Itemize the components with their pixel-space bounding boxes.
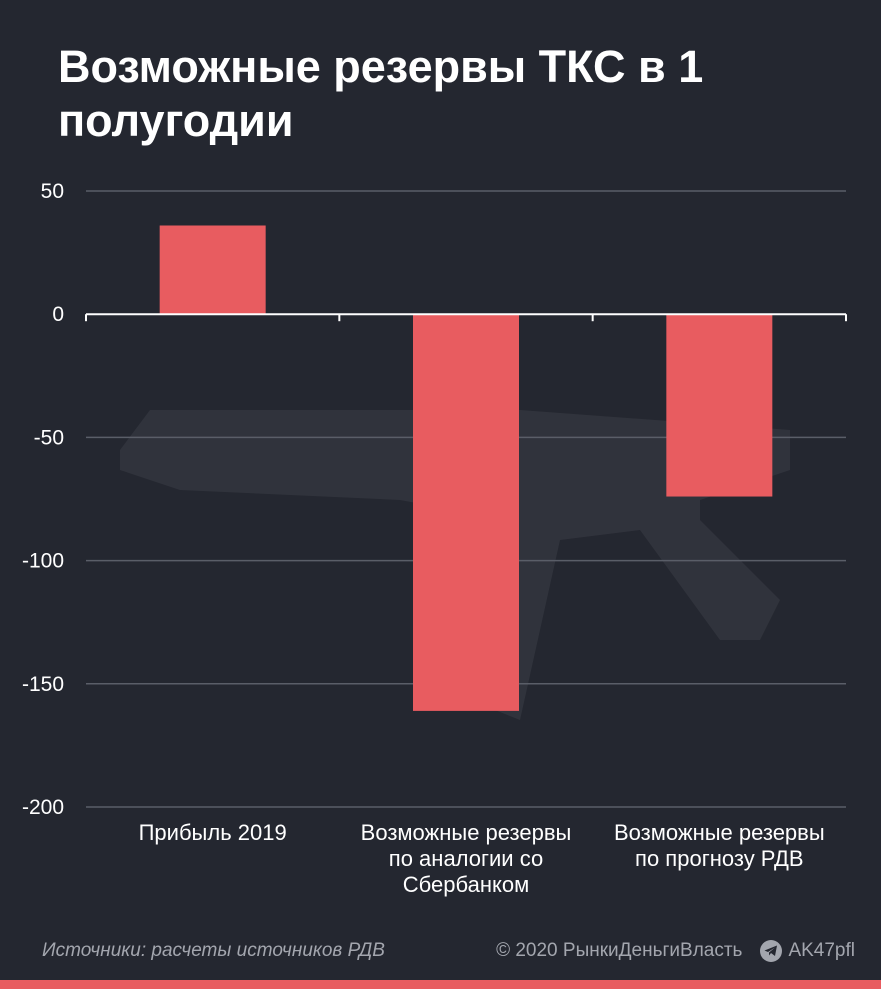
y-tick-label: -50: [34, 426, 64, 449]
chart-title: Возможные резервы ТКС в 1 полугодии: [58, 41, 704, 146]
y-axis-tick-labels: 50 0 -50 -100 -150 -200: [22, 180, 64, 819]
bar-chart: 50 0 -50 -100 -150 -200 Прибыль 2019 Возможные…: [22, 180, 847, 897]
x-category-label: Возможные резервы по прогнозу РДВ: [614, 820, 825, 871]
y-tick-label: -150: [22, 673, 64, 696]
zero-axis: [85, 313, 847, 322]
x-category-label: Прибыль 2019: [139, 820, 287, 845]
bars: [159, 225, 773, 711]
x-category-label-line: Прибыль 2019: [139, 820, 287, 845]
x-category-label-line: Сбербанком: [403, 872, 529, 897]
source-note: Источники: расчеты источников РДВ: [42, 940, 385, 961]
y-tick-label: -200: [22, 796, 64, 819]
x-category-label-line: Возможные резервы: [361, 820, 572, 845]
bar: [666, 314, 773, 497]
copyright: © 2020 РынкиДеньгиВласть: [496, 940, 743, 961]
x-category-label-line: по прогнозу РДВ: [635, 846, 804, 871]
x-axis-category-labels: Прибыль 2019 Возможные резервы по аналогии…: [139, 820, 825, 897]
x-category-label-line: по аналогии со: [389, 846, 543, 871]
telegram-icon[interactable]: [760, 940, 783, 962]
bottom-accent-stripe: [0, 980, 881, 989]
y-tick-label: 50: [41, 180, 64, 203]
channel-name[interactable]: AK47pfl: [788, 940, 855, 961]
x-category-label-line: Возможные резервы: [614, 820, 825, 845]
bar: [413, 314, 519, 711]
x-category-label: Возможные резервы по аналогии со Сбербанко…: [361, 820, 572, 897]
footer: Источники: расчеты источников РДВ © 2020…: [42, 938, 855, 964]
y-tick-label: 0: [52, 303, 64, 326]
bar: [159, 225, 266, 315]
background-watermark: [120, 410, 790, 720]
y-tick-label: -100: [22, 550, 64, 573]
